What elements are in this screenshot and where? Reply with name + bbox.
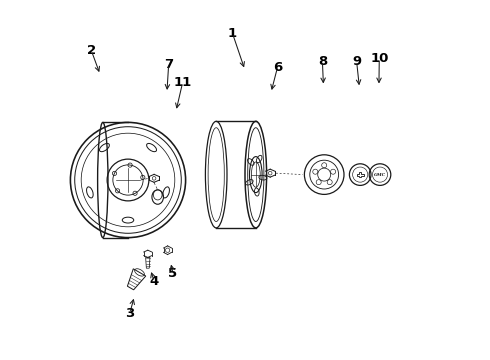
Text: 4: 4 <box>149 275 159 288</box>
Text: 2: 2 <box>87 44 96 57</box>
Text: 9: 9 <box>352 55 361 68</box>
Text: 3: 3 <box>125 307 134 320</box>
Text: 1: 1 <box>228 27 237 40</box>
Text: 7: 7 <box>164 58 173 71</box>
Text: 10: 10 <box>370 52 389 65</box>
Text: 6: 6 <box>273 61 282 74</box>
Text: 5: 5 <box>169 267 177 280</box>
Text: 11: 11 <box>173 76 192 89</box>
Text: 8: 8 <box>318 55 327 68</box>
Text: GMC: GMC <box>374 172 386 177</box>
